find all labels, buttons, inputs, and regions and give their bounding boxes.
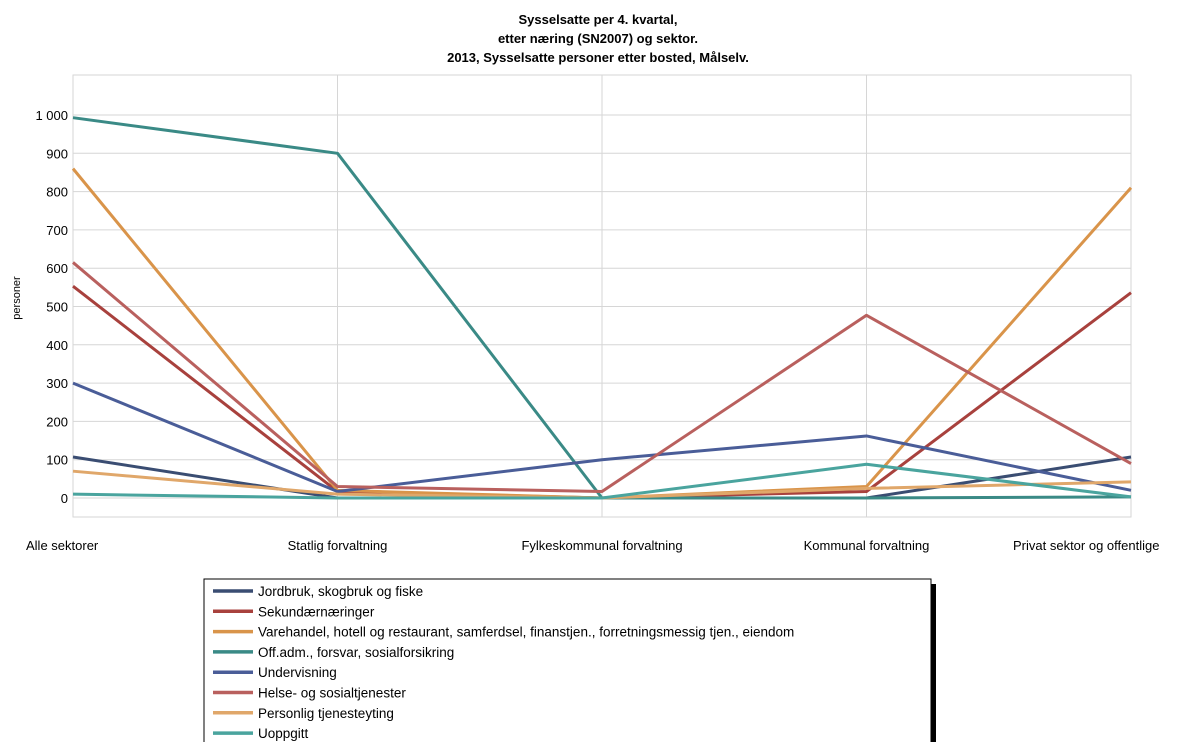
chart-title-line-3: 2013, Sysselsatte personer etter bosted,… [447,50,749,65]
x-tick-label: Alle sektorer [26,538,99,553]
y-tick-label: 900 [46,146,68,161]
x-tick-label: Statlig forvaltning [288,538,388,553]
series-lines [71,116,1133,500]
legend-label: Personlig tjenesteyting [258,706,394,721]
legend-label: Uoppgitt [258,726,309,741]
grid [72,74,1132,518]
x-tick-label: Privat sektor og offentlige [1013,538,1159,553]
y-axis-ticks: 0 100 200 300 400 500 600 700 800 900 1 000 [35,108,68,506]
legend-label: Sekundærnæringer [258,604,375,619]
series-line [72,381,1132,493]
y-tick-label: 300 [46,376,68,391]
legend-box [203,578,932,742]
y-tick-label: 400 [46,338,68,353]
y-tick-label: 600 [46,261,68,276]
chart-title: Sysselsatte per 4. kvartal, etter næring… [447,12,749,65]
legend-items: Jordbruk, skogbruk og fiske Sekundærnærin… [213,584,794,741]
legend-label: Off.adm., forsvar, sosialforsikring [258,645,454,660]
y-tick-label: 500 [46,300,68,315]
series-line [72,462,1132,500]
y-tick-label: 700 [46,223,68,238]
legend-label: Varehandel, hotell og restaurant, samfer… [258,625,794,640]
legend-label: Helse- og sosialtjenester [258,686,406,701]
x-tick-label: Fylkeskommunal forvaltning [521,538,682,553]
y-tick-label: 100 [46,453,68,468]
series-line [72,261,1132,493]
y-axis-label: personer [11,276,23,320]
legend-label: Undervisning [258,665,337,680]
chart-title-line-1: Sysselsatte per 4. kvartal, [519,12,678,27]
chart-title-line-2: etter næring (SN2007) og sektor. [498,31,698,46]
legend-label: Jordbruk, skogbruk og fiske [258,584,423,599]
y-tick-label: 0 [61,491,68,506]
legend: Jordbruk, skogbruk og fiske Sekundærnærin… [203,578,936,742]
y-tick-label: 200 [46,414,68,429]
x-tick-label: Kommunal forvaltning [804,538,930,553]
y-tick-label: 1 000 [35,108,68,123]
y-tick-label: 800 [46,185,68,200]
x-axis-ticks: Alle sektorer Statlig forvaltning Fylkesko… [26,538,1159,553]
